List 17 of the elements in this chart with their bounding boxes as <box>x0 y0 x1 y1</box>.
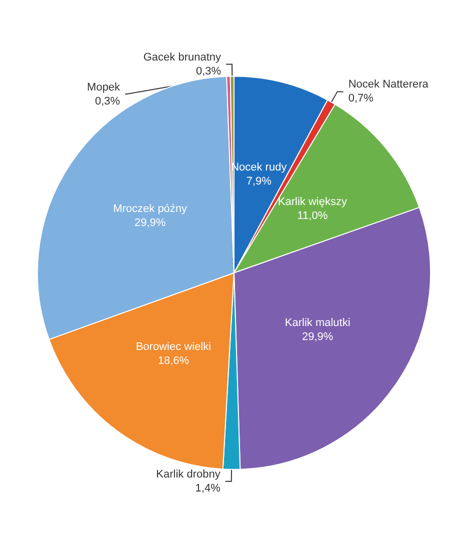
slice-label: Mopek <box>87 81 121 94</box>
slice-label: Borowiec wielki <box>136 341 212 354</box>
data-label: 0,3% <box>94 95 120 108</box>
data-label: 29,9% <box>302 331 334 344</box>
slice-label: Mroczek późny <box>113 203 188 216</box>
slice-label: Gacek brunatny <box>143 51 222 64</box>
slice-label: Nocek Natterera <box>348 78 430 91</box>
data-label: 0,7% <box>348 92 374 105</box>
data-label: 0,3% <box>196 65 222 78</box>
data-label: 7,9% <box>246 176 272 188</box>
slice-label: Karlik malutki <box>284 317 350 330</box>
data-label: 1,4% <box>195 482 221 494</box>
data-label: 29,9% <box>134 217 166 230</box>
slice-label: Karlik większy <box>278 196 348 208</box>
data-label: 11,0% <box>297 210 328 222</box>
data-label: 18,6% <box>158 355 190 368</box>
slice-label: Karlik drobny <box>156 468 221 480</box>
